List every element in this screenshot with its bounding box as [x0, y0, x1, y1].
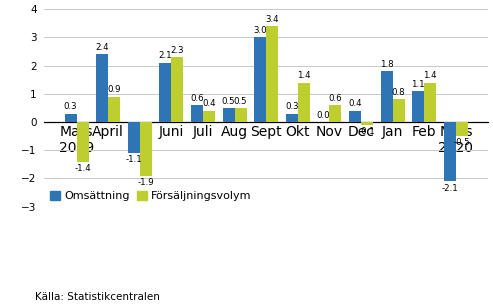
Text: 0.9: 0.9 [107, 85, 121, 94]
Text: -1.9: -1.9 [138, 178, 154, 187]
Bar [223, 108, 235, 122]
Text: 1.1: 1.1 [412, 80, 425, 89]
Text: 0.3: 0.3 [64, 102, 77, 111]
Text: -0.1: -0.1 [359, 127, 376, 136]
Bar [254, 37, 266, 122]
Bar [424, 82, 436, 122]
Bar [329, 105, 342, 122]
Text: -0.5: -0.5 [454, 138, 470, 147]
Text: 1.4: 1.4 [297, 71, 311, 80]
Text: 0.5: 0.5 [222, 97, 236, 106]
Text: 0.0: 0.0 [317, 111, 330, 120]
Text: 0.8: 0.8 [392, 88, 405, 97]
Text: 2.4: 2.4 [95, 43, 109, 52]
Text: 1.4: 1.4 [423, 71, 437, 80]
Bar [392, 99, 405, 122]
Bar [349, 111, 361, 122]
Bar [286, 114, 298, 122]
Text: -2.1: -2.1 [442, 184, 458, 192]
Bar [191, 105, 203, 122]
Bar [203, 111, 215, 122]
Bar [172, 57, 183, 122]
Text: 3.4: 3.4 [265, 15, 279, 24]
Text: 0.3: 0.3 [285, 102, 299, 111]
Bar [140, 122, 152, 176]
Text: -1.1: -1.1 [125, 155, 142, 164]
Text: 0.4: 0.4 [348, 99, 362, 109]
Text: 2.1: 2.1 [159, 51, 172, 60]
Bar [128, 122, 140, 153]
Bar [76, 122, 89, 161]
Text: 0.6: 0.6 [190, 94, 204, 103]
Bar [159, 63, 172, 122]
Bar [444, 122, 456, 181]
Text: 0.5: 0.5 [234, 97, 247, 106]
Bar [456, 122, 468, 136]
Bar [361, 122, 373, 125]
Text: Källa: Statistikcentralen: Källa: Statistikcentralen [35, 292, 159, 302]
Bar [235, 108, 246, 122]
Text: -1.4: -1.4 [74, 164, 91, 173]
Text: 1.8: 1.8 [380, 60, 393, 69]
Legend: Omsättning, Försäljningsvolym: Omsättning, Försäljningsvolym [50, 191, 251, 201]
Text: 3.0: 3.0 [253, 26, 267, 35]
Bar [266, 26, 278, 122]
Bar [96, 54, 108, 122]
Text: 2.3: 2.3 [171, 46, 184, 55]
Bar [108, 97, 120, 122]
Text: 0.6: 0.6 [329, 94, 342, 103]
Bar [381, 71, 392, 122]
Text: 0.4: 0.4 [202, 99, 216, 109]
Bar [298, 82, 310, 122]
Bar [412, 91, 424, 122]
Bar [65, 114, 76, 122]
